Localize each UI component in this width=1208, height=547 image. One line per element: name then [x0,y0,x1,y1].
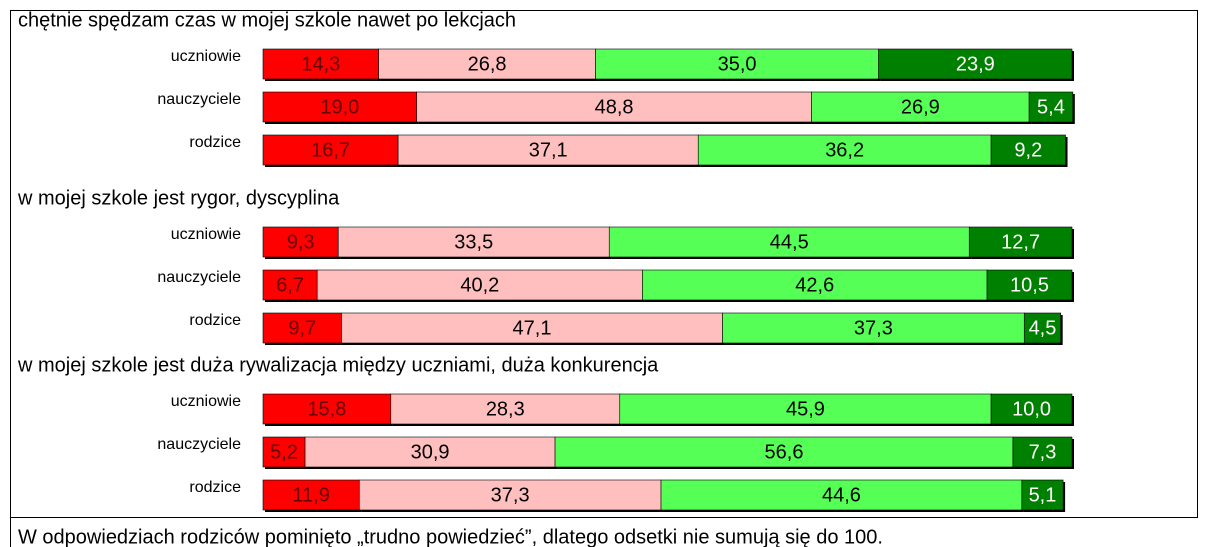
bar-segment [722,312,1025,344]
value-label: 56,6 [765,441,804,463]
bar-segment [304,436,556,468]
bar-segment [337,226,610,258]
value-label: 9,2 [1014,139,1042,161]
value-label: 37,3 [854,317,893,339]
value-label: 9,7 [288,317,316,339]
bar-segment [990,134,1066,166]
bar-segment [990,393,1073,425]
row-label: uczniowie [171,48,241,65]
bar-segment [316,269,643,301]
value-label: 48,8 [595,96,634,118]
bar-segment [697,134,992,166]
value-label: 33,5 [454,231,493,253]
bar-segment [262,312,342,344]
bar-segment [554,436,1014,468]
bar-segment [986,269,1073,301]
value-label: 35,0 [718,53,757,75]
value-label: 19,0 [320,96,359,118]
value-label: 5,4 [1037,96,1065,118]
bar-segment [968,226,1073,258]
bar-segment [811,91,1030,123]
footnote: W odpowiedziach rodziców pominięto „trud… [18,526,883,547]
value-label: 26,8 [468,53,507,75]
bar-segment [1028,91,1074,123]
bar-segment [358,479,662,511]
value-label: 10,5 [1010,274,1049,296]
value-label: 23,9 [956,53,995,75]
value-label: 11,9 [292,484,329,506]
value-label: 45,9 [786,398,825,420]
value-label: 47,1 [513,317,552,339]
bar-segment [262,134,399,166]
value-label: 44,5 [770,231,809,253]
bar-segment [416,91,812,123]
bar-segment [262,91,418,123]
value-label: 4,5 [1029,317,1057,339]
row-label: rodzice [189,134,241,151]
bar-segment [397,134,699,166]
value-label: 5,2 [270,441,298,463]
bar-segment [878,48,1073,80]
value-label: 37,3 [491,484,530,506]
value-label: 9,3 [287,231,315,253]
row-label: rodzice [189,312,241,329]
value-label: 7,3 [1029,441,1057,463]
value-label: 44,6 [822,484,861,506]
bar-segment [262,393,392,425]
row-label: uczniowie [171,393,241,410]
bar-segment [1023,312,1061,344]
bar-segment [341,312,723,344]
bar-segment [262,269,318,301]
value-label: 37,1 [529,139,568,161]
value-label: 30,9 [411,441,450,463]
group-title: w mojej szkole jest rygor, dyscyplina [17,187,340,209]
bar-segment [262,226,339,258]
value-label: 12,7 [1001,231,1040,253]
bar-segment [262,48,379,80]
value-label: 26,9 [901,96,940,118]
row-label: nauczyciele [157,91,241,108]
value-label: 15,8 [307,398,346,420]
row-label: nauczyciele [157,269,241,286]
bar-segment [595,48,879,80]
value-label: 5,1 [1029,484,1057,506]
value-label: 10,0 [1012,398,1051,420]
group-title: chętnie spędzam czas w mojej szkole nawe… [18,9,516,31]
value-label: 6,7 [276,274,304,296]
bar-segment [1012,436,1073,468]
bar-segment [1021,479,1064,511]
row-label: rodzice [189,479,241,496]
bar-segment [660,479,1023,511]
bar-segment [378,48,596,80]
frame [10,10,1198,518]
bar-segment [608,226,970,258]
value-label: 16,7 [311,139,350,161]
bar-segment [262,479,360,511]
bar-segment [390,393,621,425]
value-label: 14,3 [301,53,340,75]
value-label: 36,2 [825,139,864,161]
value-label: 42,6 [795,274,834,296]
row-label: uczniowie [171,226,241,243]
value-label: 40,2 [460,274,499,296]
row-label: nauczyciele [157,436,241,453]
group-title: w mojej szkole jest duża rywalizacja mię… [17,354,659,376]
value-label: 28,3 [486,398,525,420]
